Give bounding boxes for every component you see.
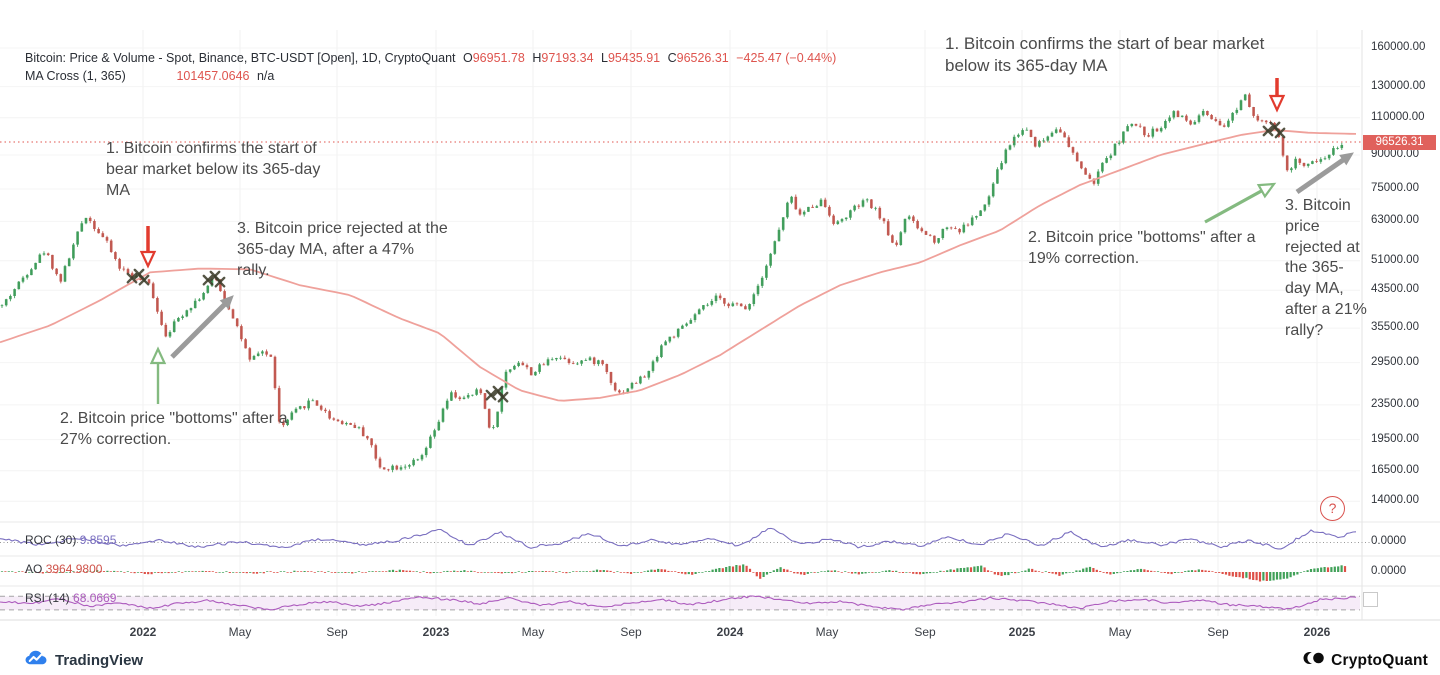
annotation-left-3: 3. Bitcoin price rejected at the 365-day… <box>237 220 448 279</box>
ao-label: AO <box>25 562 43 576</box>
y-axis-tick: 35500.00 <box>1371 321 1419 334</box>
rsi-axis-box <box>1363 592 1378 607</box>
annotation-left-1: 1. Bitcoin confirms the start of bear ma… <box>106 140 321 199</box>
ao-legend[interactable]: AO 3964.9800 <box>25 562 102 576</box>
y-axis-tick: 130000.00 <box>1371 79 1426 92</box>
ma-365-line <box>0 129 1357 402</box>
y-axis-tick: 16500.00 <box>1371 463 1419 476</box>
cryptoquant-crescent-icon <box>1303 650 1325 671</box>
ohlc-high-label: H <box>532 51 542 65</box>
y-axis-tick: 75000.00 <box>1371 181 1419 194</box>
rsi-label: RSI (14) <box>25 591 70 605</box>
y-axis-tick: 23500.00 <box>1371 397 1419 410</box>
rsi-value: 68.0669 <box>73 591 117 605</box>
tradingview-wordmark: TradingView <box>55 651 144 669</box>
ohlc-low-value: 95435.91 <box>607 51 661 65</box>
annotation-right-3: 3. Bitcoin price rejected at the 365-day… <box>1285 197 1367 339</box>
ohlc-open-label: O <box>463 51 473 65</box>
rsi-line <box>0 595 1357 611</box>
roc-label: ROC (30) <box>25 533 77 547</box>
symbol-title: Bitcoin: Price & Volume - Spot, Binance,… <box>25 51 456 65</box>
y-axis-tick: 43500.00 <box>1371 283 1419 296</box>
ohlc-high-value: 97193.34 <box>541 51 594 65</box>
ma-cross-name: MA Cross (1, 365) <box>25 69 126 83</box>
x-axis-tick: May <box>228 625 252 639</box>
ohlc-open-value: 96951.78 <box>472 51 525 65</box>
annotation-left-2: 2. Bitcoin price "bottoms" after a 27% c… <box>60 410 288 448</box>
annotation-right-2: 2. Bitcoin price "bottoms" after a 19% c… <box>1028 229 1256 267</box>
ao-axis-zero: 0.0000 <box>1371 565 1407 577</box>
x-axis-tick: 2022 <box>129 625 157 639</box>
ma-cross-legend-row[interactable]: MA Cross (1, 365) 101457.0646 n/a <box>25 69 274 83</box>
cryptoquant-wordmark: CryptoQuant <box>1331 651 1428 669</box>
x-axis-tick: 2025 <box>1008 625 1036 639</box>
roc-value: 9.8595 <box>79 533 117 547</box>
roc-legend[interactable]: ROC (30) 9.8595 <box>25 533 116 547</box>
x-axis-tick: 2023 <box>422 625 450 639</box>
y-axis-tick: 19500.00 <box>1371 432 1419 445</box>
symbol-legend-row[interactable]: Bitcoin: Price & Volume - Spot, Binance,… <box>25 51 836 65</box>
ohlc-low-label: L <box>601 51 608 65</box>
roc-line <box>0 527 1357 550</box>
x-axis-tick: May <box>521 625 545 639</box>
tradingview-cloud-icon <box>24 649 48 671</box>
x-axis-tick: 2024 <box>716 625 744 639</box>
last-price-badge: 96526.31 <box>1363 134 1436 150</box>
y-axis-tick: 90000.00 <box>1371 148 1419 161</box>
y-axis-tick: 63000.00 <box>1371 214 1419 227</box>
x-axis-tick: May <box>1108 625 1132 639</box>
y-axis-tick: 29500.00 <box>1371 355 1419 368</box>
gray-diagonal-arrow-right <box>1295 157 1345 195</box>
y-axis-tick: 160000.00 <box>1371 41 1426 53</box>
y-axis-tick: 110000.00 <box>1371 110 1425 123</box>
ma-cross-na: n/a <box>256 69 275 83</box>
cryptoquant-logo[interactable]: CryptoQuant <box>1303 650 1428 671</box>
ohlc-close-value: 96526.31 <box>676 51 729 65</box>
x-axis-tick: 2026 <box>1303 625 1331 639</box>
y-axis-tick: 51000.00 <box>1371 253 1419 266</box>
green-diagonal-arrow-right <box>1204 189 1263 224</box>
x-axis-tick: Sep <box>326 625 348 639</box>
annotation-right-1: 1. Bitcoin confirms the start of bear ma… <box>945 34 1265 76</box>
tradingview-logo[interactable]: TradingView <box>24 649 143 671</box>
y-axis-tick: 14000.00 <box>1371 494 1419 507</box>
rsi-legend[interactable]: RSI (14) 68.0669 <box>25 591 116 605</box>
help-icon[interactable]: ? <box>1320 496 1345 521</box>
x-axis-tick: May <box>815 625 839 639</box>
ohlc-change-value: −425.47 (−0.44%) <box>736 51 837 65</box>
ohlc-close-label: C <box>667 51 677 65</box>
ma-cross-value: 101457.0646 <box>176 69 250 83</box>
roc-axis-zero: 0.0000 <box>1371 535 1407 547</box>
gray-diagonal-arrow-left <box>170 302 227 359</box>
x-axis-tick: Sep <box>1207 625 1229 639</box>
x-axis-tick: Sep <box>914 625 936 639</box>
x-axis-tick: Sep <box>620 625 642 639</box>
ao-value: 3964.9800 <box>45 562 103 576</box>
